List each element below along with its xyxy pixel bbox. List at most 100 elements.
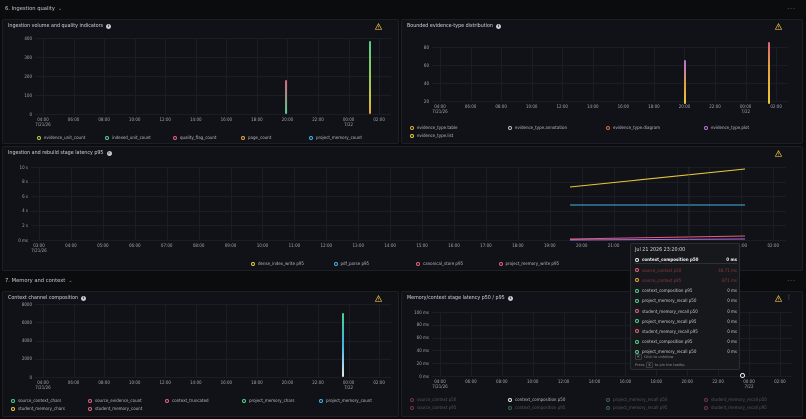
legend-item[interactable]: project_memory_count bbox=[319, 398, 396, 403]
row-menu-icon[interactable]: ··· bbox=[787, 277, 796, 285]
x-tick-label: 12:00 bbox=[159, 117, 171, 122]
panel-title: Memory/context stage latency p50 / p95 bbox=[407, 296, 505, 301]
legend-item[interactable]: project_memory_recall p95 bbox=[606, 405, 704, 410]
info-icon[interactable]: i bbox=[507, 296, 513, 301]
series-dot-icon bbox=[635, 288, 639, 293]
legend-item[interactable]: pdf_parse p95 bbox=[333, 261, 417, 266]
tooltip-row-value: 0 ms bbox=[727, 349, 737, 355]
y-tick-label: 0 bbox=[29, 111, 32, 117]
x-tick-label: 08:00 bbox=[192, 243, 205, 248]
legend-label: student_memory_recall p95 bbox=[711, 405, 767, 410]
legend-item[interactable]: source_evidence_count bbox=[88, 398, 165, 403]
row-memory-context[interactable]: 7. Memory and context ⌄ ··· bbox=[0, 272, 806, 290]
panel-bounded-evidence[interactable]: Bounded evidence-type distribution i 80 60… bbox=[401, 19, 803, 144]
legend-item[interactable]: evidence_type.annotation bbox=[508, 125, 606, 130]
tooltip-row: project_memory_recall p50 0 ms bbox=[635, 297, 737, 305]
info-icon[interactable]: i bbox=[81, 296, 87, 301]
x-tick-label: 00:00 7/22 bbox=[743, 379, 755, 389]
tooltip-row: student_memory_recall p95 0 ms bbox=[635, 327, 737, 335]
warning-icon[interactable] bbox=[375, 295, 382, 302]
legend-item[interactable]: context_composition p50 bbox=[508, 397, 606, 402]
hint-text: Press bbox=[635, 363, 645, 367]
panel-menu-icon[interactable]: ⋮ bbox=[786, 294, 792, 301]
y-tick-label: 60 bbox=[423, 62, 429, 68]
row-title: 7. Memory and context bbox=[5, 278, 66, 284]
gridline-v bbox=[134, 167, 136, 240]
legend-item[interactable]: source_context p95 bbox=[410, 405, 508, 410]
row-menu-icon[interactable]: ··· bbox=[787, 5, 796, 13]
x-tick-label: 11:00 bbox=[288, 243, 301, 248]
legend-item[interactable]: evidence_type.list bbox=[410, 133, 508, 138]
legend-label: project_memory_chars bbox=[249, 398, 295, 403]
chevron-down-icon[interactable]: ⌄ bbox=[57, 6, 63, 12]
legend-item[interactable]: source_context_chars bbox=[11, 398, 88, 403]
gridline-v bbox=[358, 167, 360, 240]
legend-item[interactable]: context_truncated bbox=[165, 398, 242, 403]
panel-context-channel[interactable]: Context channel composition i 8000 6000 400… bbox=[2, 291, 399, 417]
legend-dot-icon bbox=[606, 397, 610, 402]
legend-dot-icon bbox=[508, 125, 512, 130]
chevron-down-icon[interactable]: ⌄ bbox=[68, 278, 73, 284]
legend-item[interactable]: source_context p50 bbox=[410, 397, 508, 402]
legend-item[interactable]: student_memory_recall p50 bbox=[704, 397, 802, 402]
legend-item[interactable]: evidence_type.plot bbox=[704, 125, 802, 130]
x-tick-label: 12:00 bbox=[320, 243, 333, 248]
legend-item[interactable]: canonical_store p95 bbox=[416, 261, 499, 266]
legend-item[interactable]: project_memory_count bbox=[309, 135, 377, 140]
legend-label: quality_flag_count bbox=[180, 135, 217, 140]
legend-item[interactable]: project_memory_recall p50 bbox=[606, 397, 704, 402]
gridline-h bbox=[31, 225, 786, 227]
y-tick-label: 100 ms bbox=[414, 309, 429, 315]
gridline-h bbox=[31, 210, 786, 212]
gridline-v bbox=[749, 312, 750, 376]
legend-label: evidence_type.table bbox=[417, 125, 458, 130]
legend-item[interactable]: evidence_type.diagram bbox=[606, 125, 704, 130]
gridline-v bbox=[581, 167, 583, 240]
legend-item[interactable]: dense_index_write p95 bbox=[251, 261, 334, 266]
chart-tooltip[interactable]: Jul 21 2026 23:20:00 context_composition… bbox=[630, 243, 740, 370]
gridline-v bbox=[779, 312, 781, 376]
gridline-v bbox=[348, 304, 350, 377]
chart-legend: evidence_type.table evidence_type.annotat… bbox=[410, 125, 802, 138]
panel-memory-latency[interactable]: Memory/context stage latency p50 / p95 i … bbox=[401, 291, 803, 417]
legend-item[interactable]: project_memory_write p95 bbox=[498, 261, 582, 266]
chart-legend: source_context p50 context_composition p5… bbox=[410, 397, 802, 410]
info-icon[interactable]: i bbox=[106, 24, 112, 29]
latency-series-svg bbox=[569, 167, 746, 241]
y-tick-label: 40 ms bbox=[416, 347, 429, 353]
x-tick-label: 20:00 bbox=[281, 117, 294, 122]
dense-index-write-line bbox=[569, 168, 746, 188]
legend-item[interactable]: project_memory_chars bbox=[242, 398, 319, 403]
x-tick-label: 22:00 bbox=[312, 117, 324, 122]
gridline-h bbox=[432, 324, 792, 326]
warning-icon[interactable] bbox=[375, 23, 382, 30]
legend-dot-icon bbox=[704, 397, 708, 402]
legend-dot-icon bbox=[309, 135, 313, 140]
legend-item[interactable]: evidence_type.table bbox=[410, 125, 508, 130]
legend-item[interactable]: student_memory_count bbox=[88, 406, 165, 411]
warning-icon[interactable] bbox=[775, 23, 782, 30]
series-spike bbox=[342, 313, 344, 377]
info-icon[interactable]: i bbox=[495, 24, 501, 29]
legend-item[interactable]: quality_flag_count bbox=[173, 135, 241, 140]
tooltip-row: context_composition p95 0 ms bbox=[635, 338, 737, 346]
legend-item[interactable]: context_composition p95 bbox=[508, 405, 606, 410]
legend-dot-icon bbox=[704, 405, 708, 410]
gridline-v bbox=[517, 167, 519, 240]
series-dot-icon bbox=[635, 309, 639, 313]
warning-icon[interactable] bbox=[775, 150, 782, 157]
legend-item[interactable]: page_count bbox=[241, 135, 309, 140]
gridline-h bbox=[432, 363, 792, 365]
series-spike bbox=[369, 41, 371, 114]
legend-item[interactable]: indexed_unit_count bbox=[105, 135, 173, 140]
panel-ingestion-volume[interactable]: Ingestion volume and quality indicators i… bbox=[2, 19, 399, 144]
legend-item[interactable]: student_memory_recall p95 bbox=[704, 405, 802, 410]
x-tick-label: 06:00 bbox=[465, 379, 477, 384]
legend-item[interactable]: evidence_unit_count bbox=[37, 135, 105, 140]
legend-item[interactable]: student_memory_chars bbox=[11, 406, 88, 411]
info-icon[interactable]: i bbox=[106, 151, 112, 156]
series-dot-icon bbox=[635, 339, 639, 344]
row-ingestion-quality[interactable]: 6. Ingestion quality ⌄ ··· bbox=[0, 0, 806, 18]
warning-icon[interactable] bbox=[775, 295, 782, 302]
gridline-v bbox=[677, 167, 679, 240]
